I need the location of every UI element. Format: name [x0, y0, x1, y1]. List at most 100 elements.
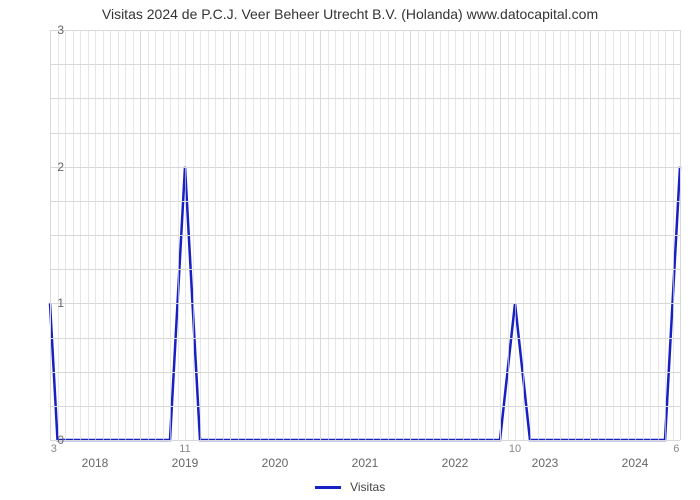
x-sub-label: 10 — [509, 443, 521, 455]
gridline-year — [230, 30, 231, 440]
gridline-year — [50, 30, 51, 440]
gridline-month — [238, 30, 239, 440]
x-tick-label: 2024 — [622, 456, 649, 470]
gridline-month — [268, 30, 269, 440]
gridline-month — [493, 30, 494, 440]
gridline-month — [650, 30, 651, 440]
gridline-month — [65, 30, 66, 440]
gridline-month — [508, 30, 509, 440]
gridline-month — [290, 30, 291, 440]
gridline-year — [590, 30, 591, 440]
gridline-month — [560, 30, 561, 440]
gridline-month — [343, 30, 344, 440]
gridline-month — [178, 30, 179, 440]
gridline-month — [365, 30, 366, 440]
gridline-month — [425, 30, 426, 440]
gridline-month — [350, 30, 351, 440]
gridline-month — [95, 30, 96, 440]
gridline-month — [193, 30, 194, 440]
gridline-month — [185, 30, 186, 440]
gridline-year — [500, 30, 501, 440]
gridline-month — [470, 30, 471, 440]
gridline-month — [200, 30, 201, 440]
gridline-month — [485, 30, 486, 440]
gridline-month — [253, 30, 254, 440]
y-tick-label: 2 — [57, 160, 64, 174]
gridline-month — [80, 30, 81, 440]
gridline-horizontal — [50, 440, 680, 441]
gridline-month — [418, 30, 419, 440]
gridline-month — [223, 30, 224, 440]
x-tick-label: 2021 — [352, 456, 379, 470]
gridline-month — [125, 30, 126, 440]
legend: Visitas — [0, 480, 700, 494]
gridline-month — [298, 30, 299, 440]
gridline-month — [373, 30, 374, 440]
gridline-month — [118, 30, 119, 440]
x-tick-label: 2018 — [82, 456, 109, 470]
x-sub-label: 11 — [179, 443, 190, 455]
y-tick-label: 0 — [57, 433, 64, 447]
y-tick-label: 3 — [57, 23, 64, 37]
gridline-month — [515, 30, 516, 440]
gridline-month — [568, 30, 569, 440]
gridline-month — [598, 30, 599, 440]
gridline-month — [433, 30, 434, 440]
gridline-month — [665, 30, 666, 440]
x-tick-label: 2022 — [442, 456, 469, 470]
gridline-month — [275, 30, 276, 440]
gridline-month — [148, 30, 149, 440]
gridline-month — [658, 30, 659, 440]
gridline-month — [575, 30, 576, 440]
x-sub-label: 3 — [51, 443, 57, 455]
gridline-month — [260, 30, 261, 440]
gridline-month — [538, 30, 539, 440]
gridline-month — [440, 30, 441, 440]
legend-swatch — [315, 486, 341, 489]
gridline-month — [215, 30, 216, 440]
visits-line-chart: Visitas 2024 de P.C.J. Veer Beheer Utrec… — [0, 0, 700, 500]
gridline-month — [620, 30, 621, 440]
gridline-month — [58, 30, 59, 440]
gridline-month — [448, 30, 449, 440]
gridline-month — [133, 30, 134, 440]
gridline-month — [530, 30, 531, 440]
gridline-month — [628, 30, 629, 440]
gridline-month — [553, 30, 554, 440]
gridline-month — [643, 30, 644, 440]
gridline-month — [463, 30, 464, 440]
x-sub-label: 6 — [673, 443, 679, 455]
gridline-year — [680, 30, 681, 440]
gridline-month — [283, 30, 284, 440]
gridline-month — [455, 30, 456, 440]
gridline-month — [328, 30, 329, 440]
gridline-month — [613, 30, 614, 440]
gridline-month — [523, 30, 524, 440]
gridline-year — [140, 30, 141, 440]
gridline-month — [388, 30, 389, 440]
gridline-month — [245, 30, 246, 440]
gridline-month — [545, 30, 546, 440]
x-tick-label: 2019 — [172, 456, 199, 470]
gridline-month — [403, 30, 404, 440]
gridline-month — [583, 30, 584, 440]
chart-title: Visitas 2024 de P.C.J. Veer Beheer Utrec… — [0, 6, 700, 22]
gridline-month — [478, 30, 479, 440]
gridline-month — [208, 30, 209, 440]
gridline-month — [380, 30, 381, 440]
gridline-month — [395, 30, 396, 440]
gridline-month — [163, 30, 164, 440]
gridline-month — [103, 30, 104, 440]
plot-area — [50, 30, 680, 440]
y-tick-label: 1 — [57, 296, 64, 310]
gridline-year — [410, 30, 411, 440]
gridline-month — [313, 30, 314, 440]
gridline-month — [155, 30, 156, 440]
gridline-month — [73, 30, 74, 440]
gridline-month — [635, 30, 636, 440]
gridline-year — [320, 30, 321, 440]
x-tick-label: 2020 — [262, 456, 289, 470]
gridline-month — [358, 30, 359, 440]
gridline-month — [335, 30, 336, 440]
gridline-month — [605, 30, 606, 440]
